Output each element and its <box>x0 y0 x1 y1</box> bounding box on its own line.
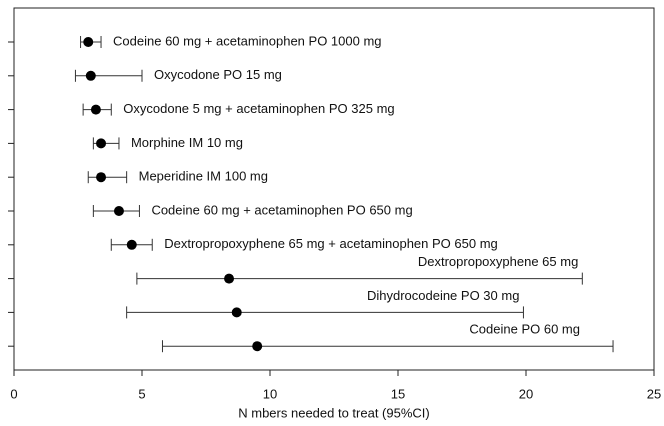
row-label: Dextropropoxyphene 65 mg <box>418 254 578 269</box>
x-tick-label: 25 <box>647 386 661 401</box>
row-label: Meperidine IM 100 mg <box>139 169 268 184</box>
row-label: Codeine PO 60 mg <box>469 322 580 337</box>
x-tick-label: 15 <box>391 386 405 401</box>
row-label: Oxycodone 5 mg + acetaminophen PO 325 mg <box>123 101 394 116</box>
point-estimate <box>96 172 107 183</box>
x-tick-label: 5 <box>138 386 145 401</box>
row-label: Dextropropoxyphene 65 mg + acetaminophen… <box>164 236 498 251</box>
point-estimate <box>224 273 235 284</box>
x-tick-label: 0 <box>10 386 17 401</box>
point-estimate <box>252 341 263 352</box>
x-tick-label: 20 <box>519 386 533 401</box>
point-estimate <box>126 239 137 250</box>
point-estimate <box>85 70 96 81</box>
point-estimate <box>113 206 124 216</box>
row-label: Codeine 60 mg + acetaminophen PO 650 mg <box>151 202 412 217</box>
row-label: Codeine 60 mg + acetaminophen PO 1000 mg <box>113 33 381 48</box>
point-estimate <box>231 307 242 318</box>
plot-frame <box>13 7 655 371</box>
row-label: Dihydrocodeine PO 30 mg <box>367 288 519 303</box>
x-axis-title: N mbers needed to treat (95%CI) <box>238 405 429 420</box>
row-label: Morphine IM 10 mg <box>131 135 243 150</box>
row-label: Oxycodone PO 15 mg <box>154 67 282 82</box>
x-tick-label: 10 <box>263 386 277 401</box>
point-estimate <box>83 37 94 47</box>
point-estimate <box>96 138 107 149</box>
point-estimate <box>90 104 101 115</box>
